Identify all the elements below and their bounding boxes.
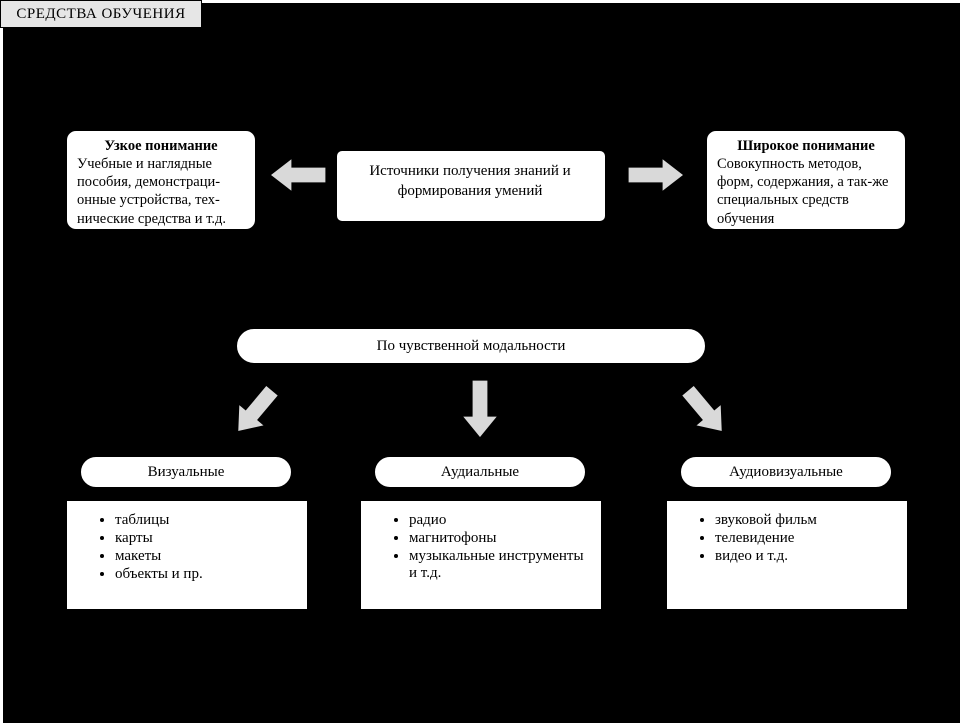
listbox-audiovisual: звуковой фильм телевидение видео и т.д. bbox=[666, 500, 908, 610]
list-item: звуковой фильм bbox=[715, 512, 899, 529]
center-header: СРЕДСТВА ОБУЧЕНИЯ bbox=[0, 0, 202, 28]
right-box: Широкое понимание Совокупность методов, … bbox=[706, 130, 906, 230]
arrow-down-thin-icon bbox=[460, 222, 480, 330]
mid-pill: По чувственной модальности bbox=[236, 328, 706, 364]
center-subtitle: Источники получения знаний и формировани… bbox=[350, 162, 590, 201]
listbox-visual: таблицы карты макеты объекты и пр. bbox=[66, 500, 308, 610]
list-item: музыкальные инструменты и т.д. bbox=[409, 548, 593, 582]
arrow-right-icon bbox=[628, 155, 684, 195]
arrow-down-block-icon bbox=[452, 376, 508, 442]
right-box-title: Широкое понимание bbox=[717, 137, 895, 155]
arrow-left-icon bbox=[270, 155, 326, 195]
list-item: телевидение bbox=[715, 530, 899, 547]
list-item: магнитофоны bbox=[409, 530, 593, 547]
left-box: Узкое понимание Учебные и наглядные посо… bbox=[66, 130, 256, 230]
pill-audio: Аудиальные bbox=[374, 456, 586, 488]
list-item: карты bbox=[115, 530, 299, 547]
left-box-title: Узкое понимание bbox=[77, 137, 245, 155]
pill-audiovisual: Аудиовизуальные bbox=[680, 456, 892, 488]
right-box-body: Совокупность методов, форм, содержания, … bbox=[717, 156, 888, 226]
arrow-diag-right-icon bbox=[670, 376, 740, 446]
list-item: таблицы bbox=[115, 512, 299, 529]
list-item: объекты и пр. bbox=[115, 566, 299, 583]
arrow-diag-left-icon bbox=[220, 376, 290, 446]
left-box-body: Учебные и наглядные пособия, демонстраци… bbox=[77, 156, 226, 226]
listbox-audio: радио магнитофоны музыкальные инструмент… bbox=[360, 500, 602, 610]
list-item: макеты bbox=[115, 548, 299, 565]
list-item: радио bbox=[409, 512, 593, 529]
page-title: Характеристика средств обучения bbox=[60, 28, 412, 54]
list-item: видео и т.д. bbox=[715, 548, 899, 565]
pill-visual: Визуальные bbox=[80, 456, 292, 488]
